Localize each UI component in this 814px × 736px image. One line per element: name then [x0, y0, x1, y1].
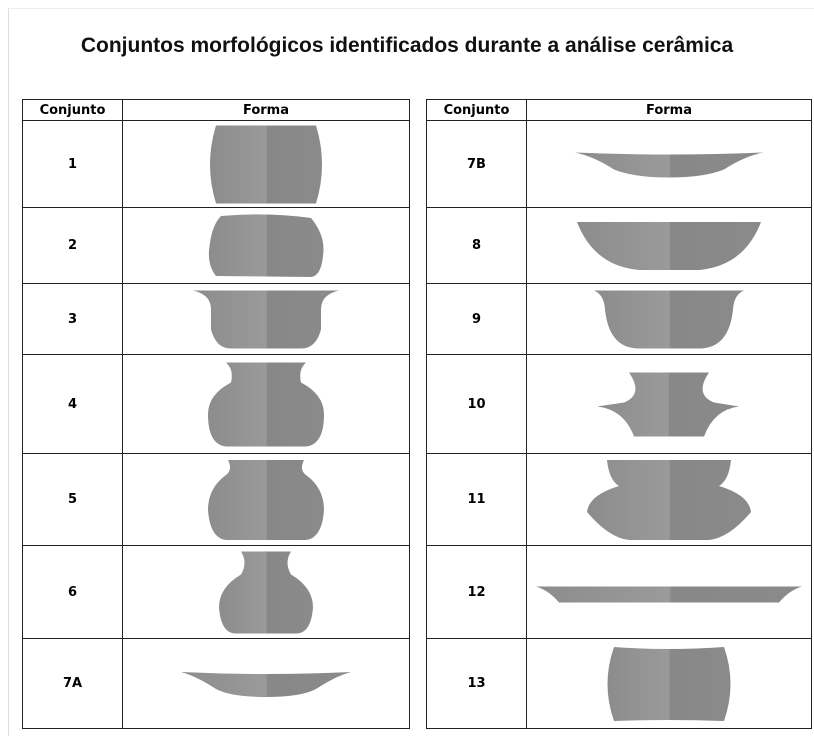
row: 4: [22, 354, 410, 454]
shape-cell: [526, 545, 812, 639]
row: 10: [426, 354, 812, 454]
table: Conjunto Forma 7B 8 9 10 11 12 13: [426, 99, 812, 729]
vessel-profile: [597, 372, 739, 436]
row: 3: [22, 283, 410, 355]
vessel-shape: [208, 459, 324, 540]
header-row: Conjunto Forma: [426, 99, 812, 121]
shape-cell: [122, 638, 410, 729]
row: 7B: [426, 120, 812, 208]
set-label: 13: [426, 638, 527, 729]
row: 5: [22, 453, 410, 546]
vessel-profile: [219, 551, 313, 633]
vessel-shape: [181, 671, 351, 697]
header-cell: Forma: [526, 99, 812, 121]
set-label: 3: [22, 283, 123, 355]
shape-cell: [526, 638, 812, 729]
vessel-shape: [219, 551, 313, 633]
frame: [8, 8, 814, 736]
vessel-shape: [607, 646, 731, 721]
vessel-shape: [587, 459, 751, 540]
vessel-shape: [575, 152, 763, 177]
shape-cell: [122, 283, 410, 355]
row: 11: [426, 453, 812, 546]
set-label: 8: [426, 207, 527, 284]
vessel-shape: [577, 221, 761, 270]
set-label: 4: [22, 354, 123, 454]
vessel-profile: [208, 213, 324, 277]
row: 13: [426, 638, 812, 729]
shape-cell: [526, 283, 812, 355]
row: 2: [22, 207, 410, 284]
header-cell: Forma: [122, 99, 410, 121]
row: 8: [426, 207, 812, 284]
shape-cell: [526, 354, 812, 454]
vessel-profile: [587, 459, 751, 540]
vessel-shape: [536, 586, 802, 602]
set-label: 10: [426, 354, 527, 454]
shape-cell: [122, 354, 410, 454]
shape-cell: [122, 207, 410, 284]
shape-cell: [122, 453, 410, 546]
set-label: 2: [22, 207, 123, 284]
vessel-profile: [594, 290, 744, 348]
row: 6: [22, 545, 410, 639]
set-label: 1: [22, 120, 123, 208]
vessel-shape: [193, 290, 339, 348]
vessel-profile: [575, 152, 763, 177]
row: 12: [426, 545, 812, 639]
row: 7A: [22, 638, 410, 729]
title: Conjuntos morfológicos identificados dur…: [80, 34, 734, 57]
set-label: 5: [22, 453, 123, 546]
header-row: Conjunto Forma: [22, 99, 410, 121]
row: 9: [426, 283, 812, 355]
set-label: 7A: [22, 638, 123, 729]
row: 1: [22, 120, 410, 208]
shape-cell: [526, 120, 812, 208]
table: Conjunto Forma 1 2 3 4 5 6 7A: [22, 99, 410, 729]
set-label: 12: [426, 545, 527, 639]
vessel-shape: [594, 290, 744, 348]
header-cell: Conjunto: [22, 99, 123, 121]
shape-cell: [526, 453, 812, 546]
vessel-shape: [208, 213, 324, 277]
vessel-shape: [210, 125, 322, 203]
vessel-profile: [208, 459, 324, 540]
shape-cell: [122, 120, 410, 208]
vessel-shape: [597, 372, 739, 436]
set-label: 11: [426, 453, 527, 546]
shape-cell: [526, 207, 812, 284]
vessel-profile: [607, 646, 731, 721]
header-cell: Conjunto: [426, 99, 527, 121]
set-label: 7B: [426, 120, 527, 208]
vessel-profile: [181, 671, 351, 697]
vessel-profile: [208, 362, 324, 446]
shape-cell: [122, 545, 410, 639]
vessel-profile: [210, 125, 322, 203]
vessel-profile: [536, 586, 802, 602]
set-label: 6: [22, 545, 123, 639]
vessel-profile: [577, 221, 761, 270]
set-label: 9: [426, 283, 527, 355]
vessel-shape: [208, 362, 324, 446]
vessel-profile: [193, 290, 339, 348]
